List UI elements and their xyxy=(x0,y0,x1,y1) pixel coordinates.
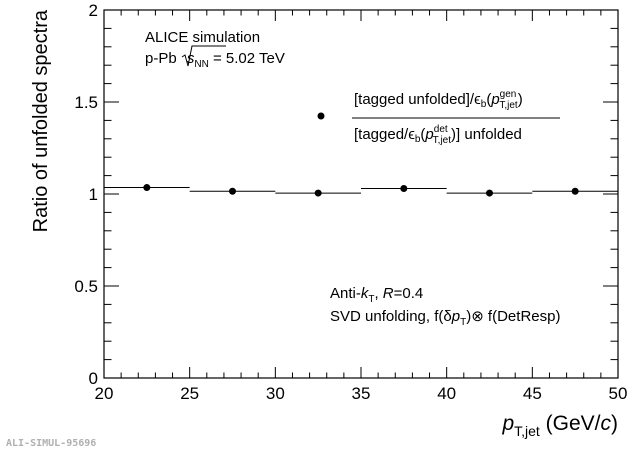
jet-algo-label: Anti-kT, R=0.4 xyxy=(330,285,423,305)
data-point xyxy=(143,184,151,192)
x-label-close: ) xyxy=(611,412,618,435)
y-tick-label: 0.5 xyxy=(74,277,98,296)
energy-post: = 5.02 TeV xyxy=(209,50,285,67)
legend-marker xyxy=(317,112,325,120)
x-label-sub: T,jet xyxy=(514,423,540,439)
watermark: ALI-SIMUL-95696 xyxy=(6,438,96,449)
energy-s: s xyxy=(187,50,195,67)
legend-denominator: [tagged/ϵb(pdet T,jet)] unfolded xyxy=(354,124,522,146)
alice-label: ALICE simulation xyxy=(145,29,260,46)
data-marks xyxy=(104,184,618,197)
energy-nn: NN xyxy=(194,59,208,70)
x-tick-label: 20 xyxy=(95,384,114,403)
y-axis-label: Ratio of unfolded spectra xyxy=(30,9,52,232)
x-label-c: c xyxy=(601,412,612,435)
legend-numerator: [tagged unfolded]/ϵb(pgen T,jet) xyxy=(354,89,523,111)
sqrt-symbol xyxy=(181,45,226,67)
tick-labels: 20 25 30 35 40 45 50 0 0.5 1 1.5 2 xyxy=(74,1,627,403)
data-point xyxy=(314,189,322,197)
x-tick-label: 50 xyxy=(609,384,628,403)
data-point xyxy=(571,187,579,195)
x-axis-label: pT,jet (GeV/c) xyxy=(501,412,618,439)
x-tick-label: 35 xyxy=(352,384,371,403)
data-point xyxy=(229,187,236,195)
energy-pre: p-Pb xyxy=(145,50,181,67)
y-tick-label: 2 xyxy=(89,1,98,20)
svg-text:p-Pb sNN = 5.02 TeV: p-Pb sNN = 5.02 TeV xyxy=(145,50,285,70)
y-tick-label: 1 xyxy=(89,185,98,204)
data-point xyxy=(486,189,493,197)
data-point xyxy=(400,184,408,192)
x-tick-label: 25 xyxy=(180,384,199,403)
y-tick-label: 0 xyxy=(89,369,98,388)
y-tick-label: 1.5 xyxy=(74,93,98,112)
legend: [tagged unfolded]/ϵb(pgen T,jet) [tagged/… xyxy=(317,89,560,146)
x-tick-label: 30 xyxy=(266,384,285,403)
x-tick-label: 40 xyxy=(437,384,456,403)
x-label-units: (GeV/ xyxy=(540,412,601,435)
x-label-p: p xyxy=(501,412,514,435)
energy-label: p-Pb sNN = 5.02 TeV xyxy=(145,45,285,70)
unfolding-label: SVD unfolding, f(δpT)⊗ f(DetResp) xyxy=(330,308,560,328)
x-tick-label: 45 xyxy=(523,384,542,403)
axis-ticks xyxy=(103,9,619,379)
